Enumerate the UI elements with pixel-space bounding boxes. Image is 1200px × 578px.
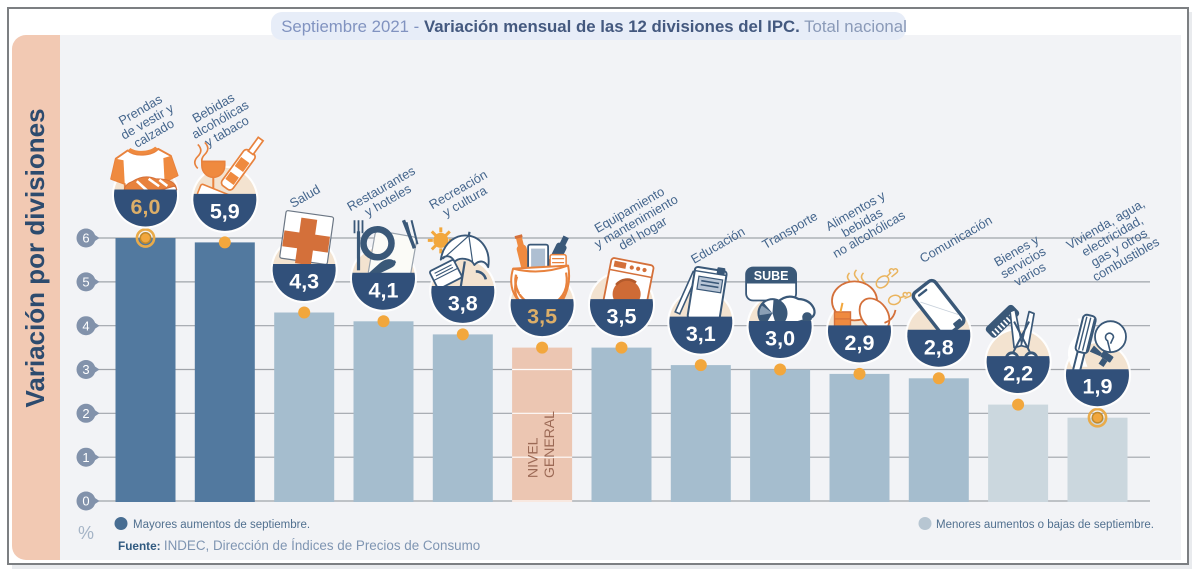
svg-text:3,5: 3,5 [607,305,637,329]
svg-text:2,9: 2,9 [845,331,875,355]
svg-text:2: 2 [82,406,89,421]
svg-text:Menores aumentos o bajas de se: Menores aumentos o bajas de septiembre. [936,519,1154,531]
svg-text:Bienes yserviciosvarios: Bienes yserviciosvarios [991,232,1055,293]
svg-text:6: 6 [82,231,89,246]
svg-text:SUBE: SUBE [754,269,789,283]
svg-text:4: 4 [82,318,89,333]
svg-text:4,1: 4,1 [369,278,399,302]
svg-text:0: 0 [82,494,89,509]
svg-text:1: 1 [82,450,89,465]
svg-text:5: 5 [82,275,89,290]
svg-text:3,0: 3,0 [765,327,795,351]
svg-text:6,0: 6,0 [131,195,161,219]
svg-text:%: % [78,523,94,543]
svg-text:1,9: 1,9 [1083,375,1113,399]
svg-text:2,8: 2,8 [924,335,954,359]
svg-text:3,1: 3,1 [686,322,716,346]
svg-text:3,5: 3,5 [527,305,557,329]
svg-text:Mayores aumentos de septiembre: Mayores aumentos de septiembre. [133,519,310,531]
svg-text:5,9: 5,9 [210,199,240,223]
svg-text:Septiembre 2021 - Variación me: Septiembre 2021 - Variación mensual de l… [281,17,907,36]
svg-text:4,3: 4,3 [289,270,319,294]
svg-text:Variación por divisiones: Variación por divisiones [20,108,50,407]
svg-text:2,2: 2,2 [1003,362,1033,386]
svg-text:3: 3 [82,362,89,377]
svg-text:Fuente: INDEC, Dirección de Ín: Fuente: INDEC, Dirección de Índices de P… [118,538,480,553]
svg-text:3,8: 3,8 [448,291,478,315]
